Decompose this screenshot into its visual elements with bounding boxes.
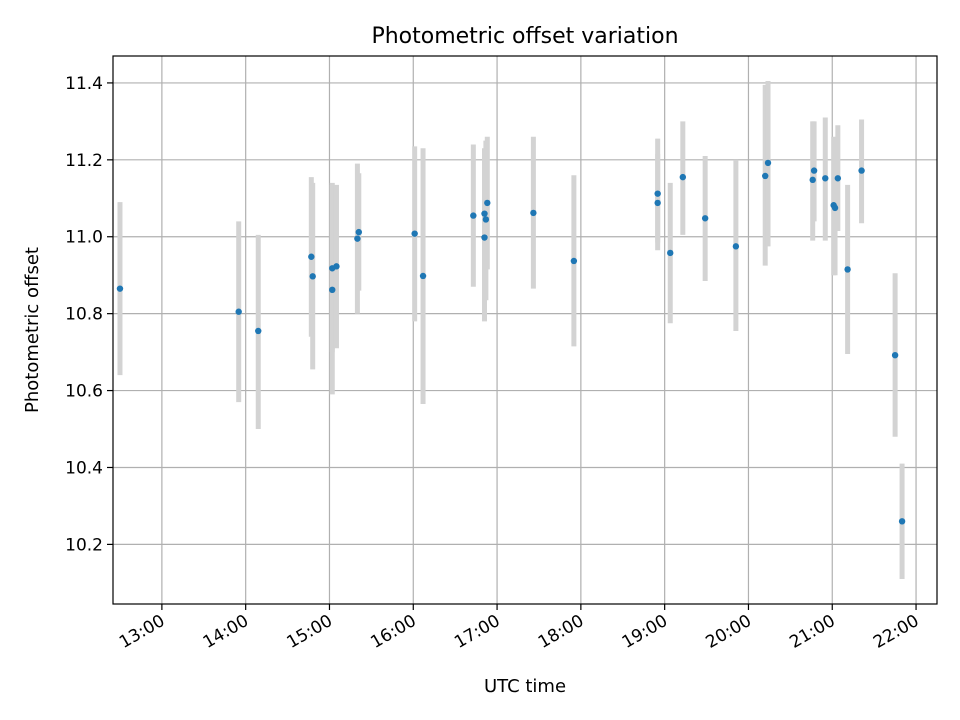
grid [113, 56, 937, 604]
data-point [333, 263, 340, 270]
data-point [308, 253, 315, 260]
data-point [530, 209, 537, 217]
data-point [898, 518, 906, 525]
data-point [858, 167, 865, 174]
data-point [762, 172, 769, 180]
data-point [354, 235, 361, 242]
data-point [844, 266, 851, 273]
data-point [810, 167, 818, 174]
data-point [235, 308, 242, 315]
data-point [764, 159, 772, 167]
data-point [822, 175, 829, 182]
y-axis: 10.2 10.4 10.6 10.8 11.0 11.2 11.4 [65, 74, 113, 555]
data-point [654, 190, 661, 197]
data-point [419, 272, 427, 280]
data-points [116, 159, 906, 525]
data-point [667, 249, 674, 257]
data-point [701, 215, 709, 222]
y-tick-label: 10.8 [65, 305, 103, 325]
data-point [481, 234, 488, 241]
data-point [255, 327, 262, 335]
y-tick-label: 10.4 [65, 458, 103, 478]
y-tick-label: 10.2 [65, 535, 103, 555]
y-tick-label: 10.6 [65, 382, 103, 402]
data-point [116, 285, 124, 292]
data-point [309, 273, 316, 280]
data-point [732, 243, 740, 250]
data-point [355, 228, 363, 236]
y-tick-label: 11.2 [65, 151, 103, 171]
data-point [570, 257, 578, 265]
data-point [654, 199, 661, 207]
data-point [891, 351, 899, 359]
data-point [481, 210, 488, 217]
data-point [809, 176, 816, 184]
data-point [470, 212, 477, 219]
data-point [831, 204, 839, 212]
data-point [329, 286, 336, 294]
data-point [679, 173, 687, 181]
y-tick-label: 11.4 [65, 74, 103, 94]
y-tick-label: 11.0 [65, 228, 103, 248]
chart-title: Photometric offset variation [371, 24, 678, 49]
data-point [834, 175, 842, 182]
plot-frame [112, 55, 938, 605]
data-point [484, 199, 491, 207]
data-point [411, 230, 418, 237]
y-axis-label: Photometric offset [22, 247, 43, 413]
data-point [482, 216, 490, 223]
x-axis-label: UTC time [484, 676, 566, 697]
